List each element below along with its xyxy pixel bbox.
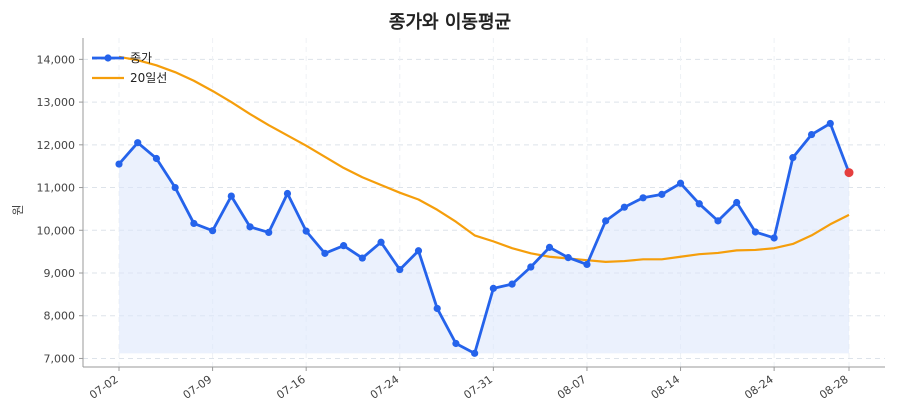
close-point <box>714 217 722 225</box>
legend-ma20-label: 20일선 <box>130 71 167 85</box>
close-point <box>527 263 535 271</box>
close-point <box>789 154 797 162</box>
y-tick-label: 14,000 <box>37 53 76 66</box>
y-tick-label: 10,000 <box>37 224 76 237</box>
ma20-line <box>118 55 850 263</box>
close-point <box>340 242 348 250</box>
close-point <box>283 189 292 198</box>
x-tick-label: 07-09 <box>181 373 215 402</box>
close-point <box>658 190 666 198</box>
chart-title: 종가와 이동평균 <box>388 12 512 33</box>
y-tick-label: 11,000 <box>37 182 76 195</box>
series-markers <box>115 119 854 357</box>
x-tick-label: 07-02 <box>87 373 121 402</box>
y-axis-label: 원 <box>11 204 25 215</box>
close-point <box>358 254 366 262</box>
close-point <box>639 194 647 202</box>
x-tick-label: 08-24 <box>742 373 776 402</box>
close-point <box>620 203 628 211</box>
series-lines <box>117 55 851 355</box>
x-tick-labels: 07-02 07-09 07-16 07-24 07-31 08-07 08-14 08-24… <box>87 367 851 402</box>
y-tick-label: 7,000 <box>44 352 76 365</box>
close-point <box>208 227 217 235</box>
x-tick-label: 07-31 <box>461 373 495 402</box>
close-point <box>602 217 610 225</box>
close-point <box>770 234 778 242</box>
close-point <box>733 198 741 207</box>
close-point <box>826 119 834 128</box>
close-point <box>227 192 235 200</box>
close-point <box>190 219 198 228</box>
close-point <box>508 280 516 288</box>
close-point <box>396 265 404 274</box>
x-tick-label: 07-24 <box>368 373 402 402</box>
close-point <box>583 260 591 269</box>
close-line <box>117 122 851 355</box>
close-point <box>471 349 479 357</box>
x-tick-label: 08-28 <box>817 373 851 402</box>
close-point <box>171 183 179 192</box>
x-tick-label: 08-07 <box>555 373 589 402</box>
close-point <box>246 223 254 231</box>
close-point <box>433 304 441 313</box>
close-point <box>489 284 497 292</box>
close-point <box>302 227 310 235</box>
close-point <box>676 179 685 187</box>
close-area <box>119 123 849 354</box>
close-area-fill <box>119 123 849 354</box>
close-point <box>751 228 760 236</box>
legend-close-marker <box>104 54 112 62</box>
close-point <box>134 139 142 147</box>
y-tick-label: 9,000 <box>44 267 76 280</box>
y-tick-label: 8,000 <box>44 310 76 323</box>
close-point <box>321 249 329 257</box>
legend-close-label: 종가 <box>130 51 152 65</box>
close-point <box>564 254 572 262</box>
x-tick-label: 07-16 <box>274 373 308 402</box>
close-point <box>265 228 273 237</box>
y-tick-label: 12,000 <box>37 139 76 152</box>
close-point <box>545 243 554 251</box>
close-point <box>115 160 123 168</box>
close-point <box>377 238 385 246</box>
close-point <box>414 247 423 255</box>
close-point <box>807 130 816 139</box>
close-point <box>152 154 161 163</box>
x-tick-label: 08-14 <box>649 373 683 402</box>
legend: 종가 20일선 <box>92 51 167 85</box>
y-tick-labels: 7,000 8,000 9,000 10,000 11,000 12,000 13,000 1… <box>37 53 83 365</box>
y-tick-label: 13,000 <box>37 96 76 109</box>
last-close-point <box>844 168 854 178</box>
close-point <box>695 200 703 208</box>
close-point <box>452 339 460 348</box>
axes <box>82 38 885 368</box>
